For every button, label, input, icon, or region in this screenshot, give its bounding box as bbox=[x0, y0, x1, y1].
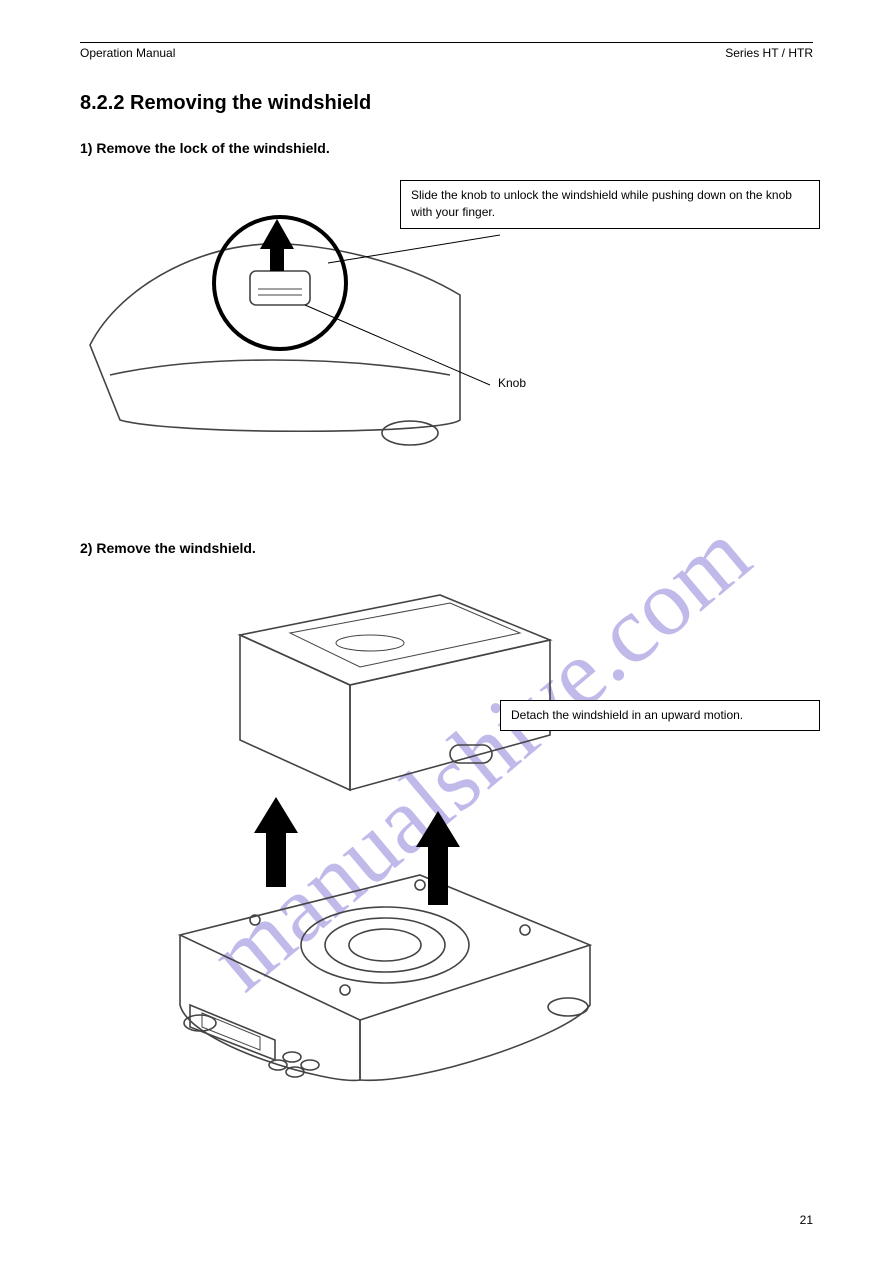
step1-callout-text: Slide the knob to unlock the windshield … bbox=[411, 188, 792, 219]
header-rule bbox=[80, 42, 813, 59]
step1-heading: 1) Remove the lock of the windshield. bbox=[80, 140, 330, 156]
step2-text: Remove the windshield. bbox=[96, 540, 255, 556]
header-right: Series HT / HTR bbox=[725, 46, 813, 60]
page-number: 21 bbox=[800, 1213, 813, 1227]
step1-text: Remove the lock of the windshield. bbox=[96, 140, 329, 156]
page-root: Operation Manual Series HT / HTR 8.2.2 R… bbox=[0, 0, 893, 1263]
step1-knob-label: Knob bbox=[498, 376, 526, 390]
step2-heading: 2) Remove the windshield. bbox=[80, 540, 256, 556]
step1-prefix: 1) bbox=[80, 140, 92, 156]
figure-remove-windshield bbox=[120, 575, 680, 1135]
header-left: Operation Manual bbox=[80, 46, 175, 60]
step1-callout: Slide the knob to unlock the windshield … bbox=[400, 180, 820, 229]
section-title: 8.2.2 Removing the windshield bbox=[80, 92, 371, 115]
step2-callout-text: Detach the windshield in an upward motio… bbox=[511, 708, 743, 722]
step2-prefix: 2) bbox=[80, 540, 92, 556]
step2-callout: Detach the windshield in an upward motio… bbox=[500, 700, 820, 731]
